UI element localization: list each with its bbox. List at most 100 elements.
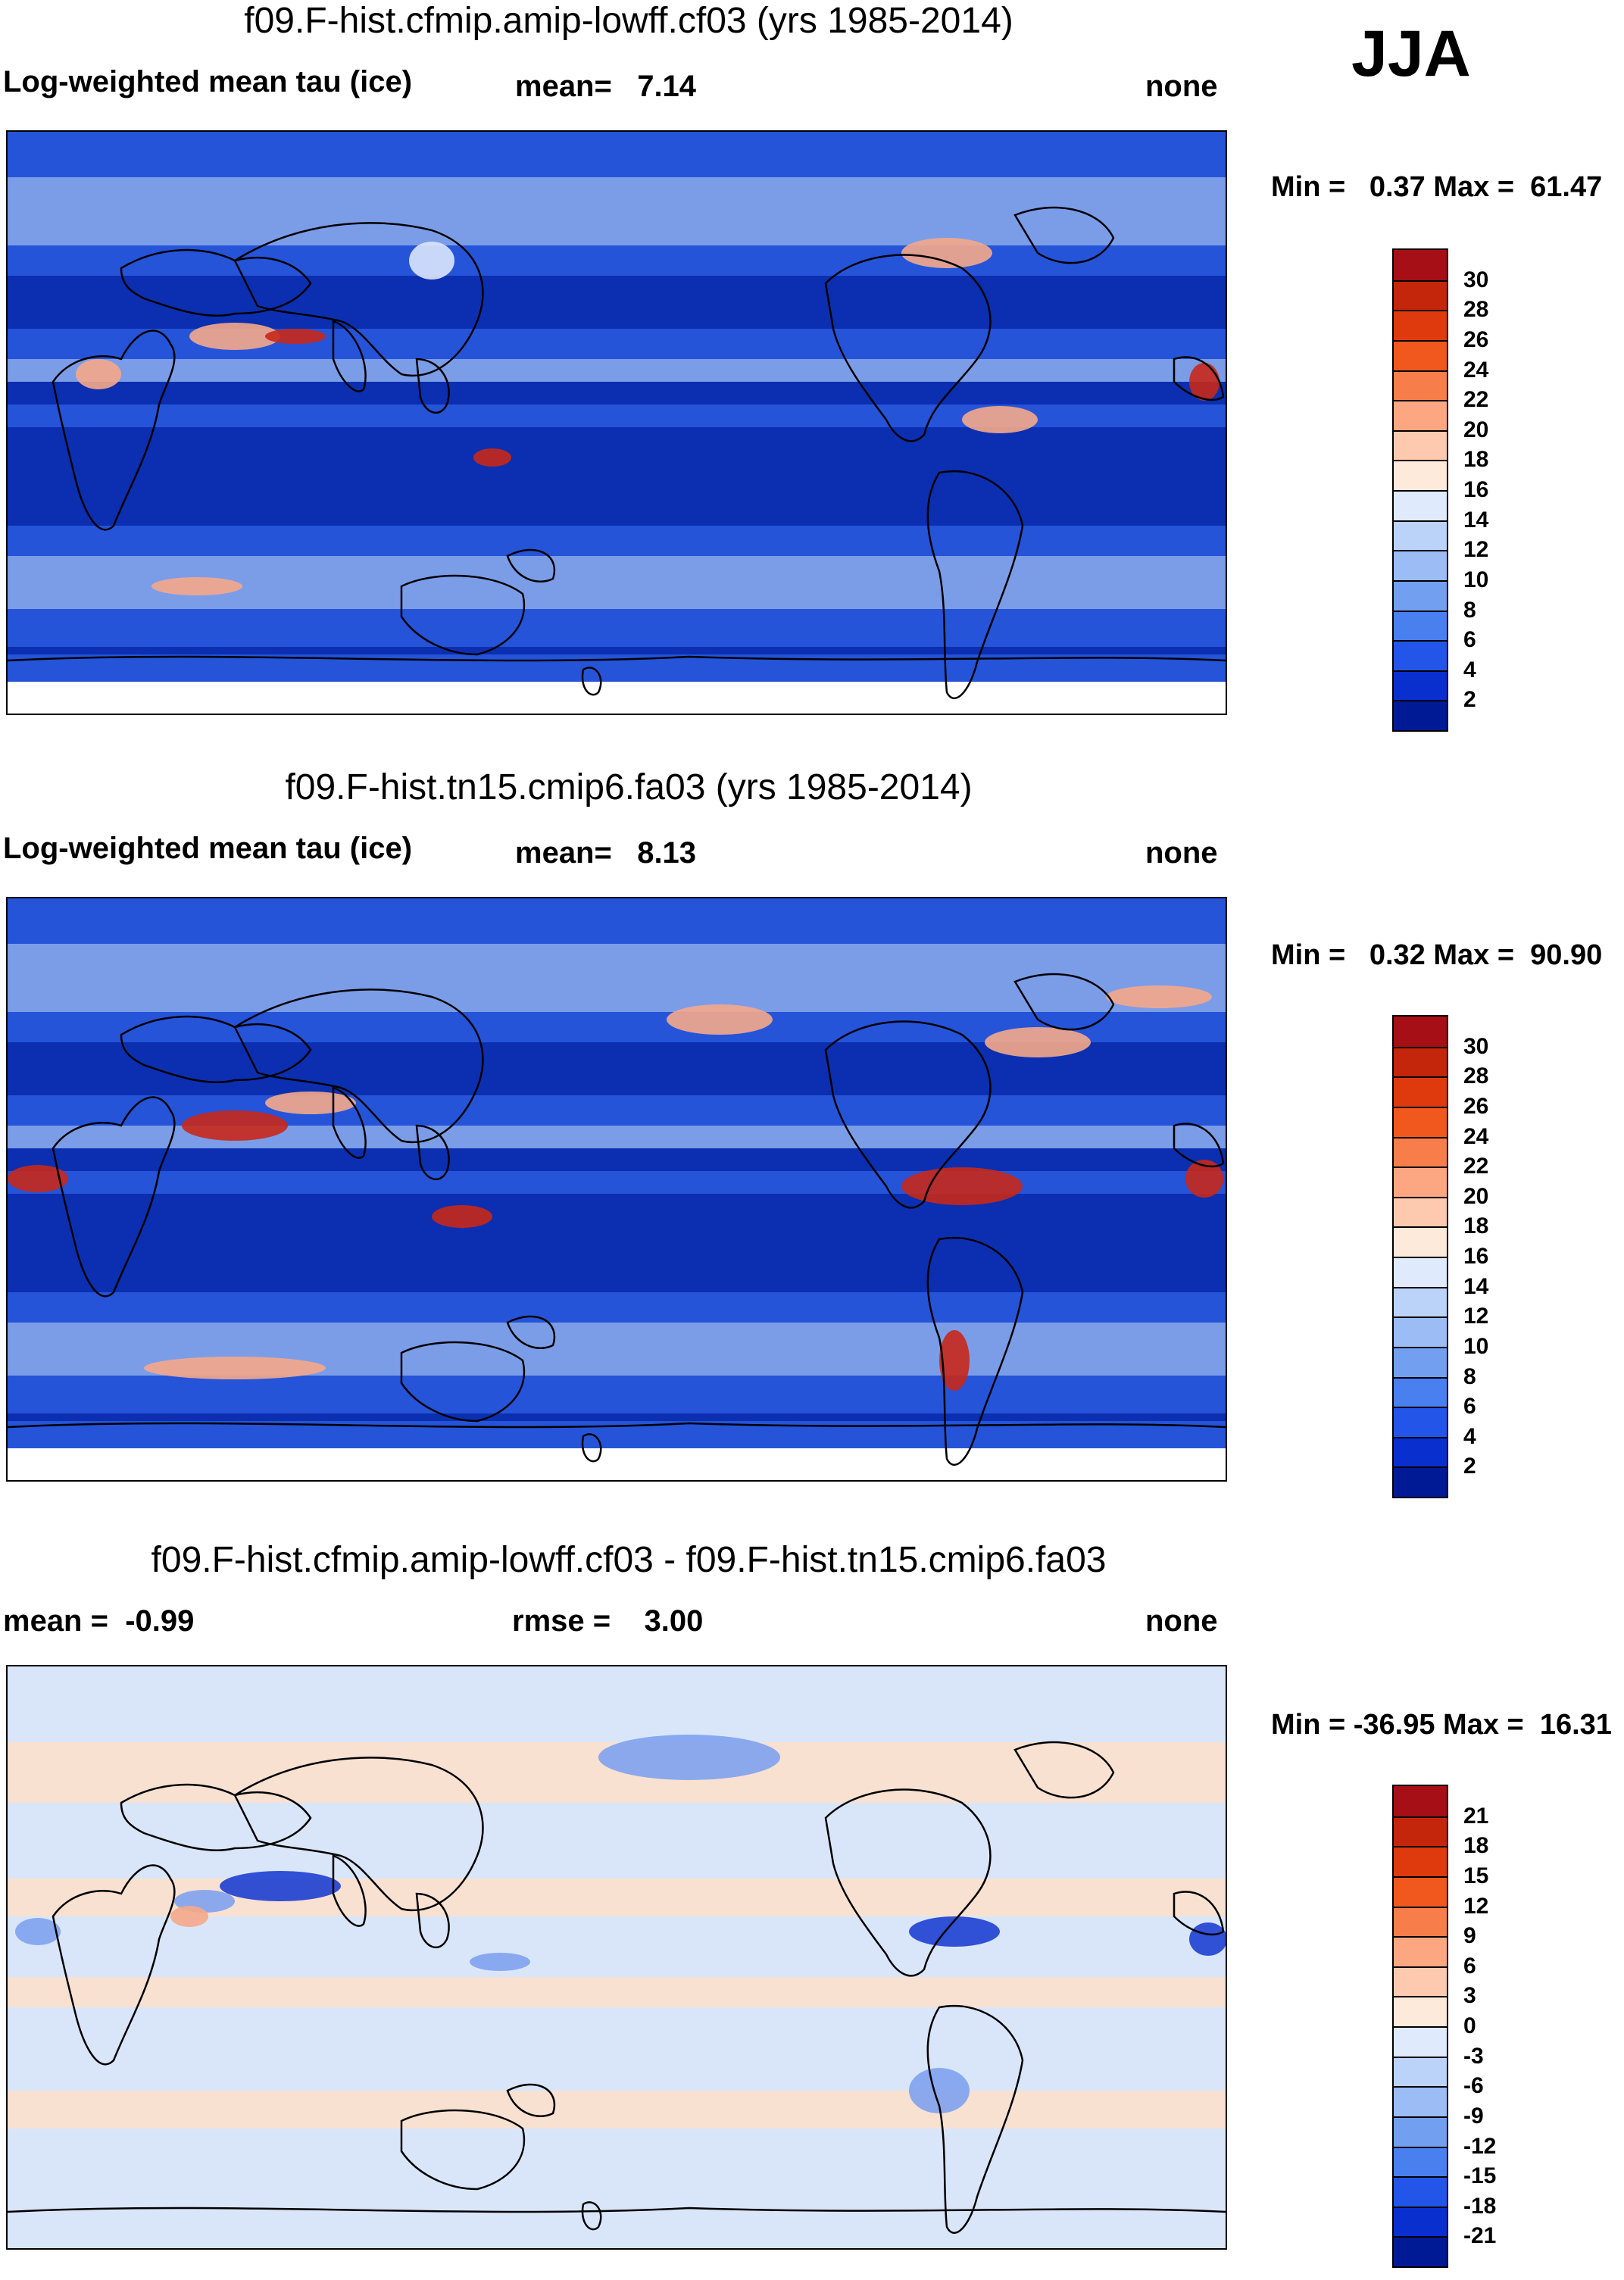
- coastline: [120, 1783, 312, 1851]
- colorbar-box: [1394, 1046, 1447, 1077]
- colorbar-tick-label: 6: [1463, 1394, 1476, 1420]
- colorbar-box: [1394, 1196, 1447, 1227]
- colorbar-tick-label: -6: [1463, 2073, 1484, 2099]
- cloud-band: [8, 177, 1226, 245]
- cloud-feature: [1106, 985, 1212, 1008]
- colorbar-tick-label: 14: [1463, 1273, 1489, 1299]
- colorbar-tick-label: 4: [1463, 657, 1476, 682]
- colorbar-tick-label: 6: [1463, 1953, 1476, 1979]
- colorbar-tick-label: 8: [1463, 597, 1476, 623]
- panel3-title: f09.F-hist.cfmip.amip-lowff.cf03 - f09.F…: [151, 1540, 1107, 1580]
- cloud-feature: [265, 329, 326, 344]
- panel3-rmse-label: rmse = 3.00: [512, 1604, 704, 1638]
- colorbar-tick-label: -21: [1463, 2223, 1497, 2249]
- colorbar-box: [1394, 2026, 1447, 2057]
- colorbar-tick-label: 28: [1463, 1063, 1489, 1089]
- coastline: [415, 1124, 450, 1180]
- panel3-minmax: Min = -36.95 Max = 16.31: [1271, 1709, 1612, 1741]
- colorbar-tick-label: 9: [1463, 1923, 1476, 1949]
- cloud-feature: [901, 1167, 1023, 1205]
- colorbar-box: [1394, 1286, 1447, 1317]
- colorbar-box: [1394, 700, 1447, 730]
- coastline: [233, 222, 484, 377]
- colorbar-box: [1394, 1226, 1447, 1257]
- panel2-mean-label: mean= 8.13: [515, 836, 697, 870]
- colorbar-box: [1394, 1966, 1447, 1997]
- colorbar-box: [1394, 550, 1447, 580]
- colorbar-box: [1394, 1846, 1447, 1876]
- colorbar-tick-label: 12: [1463, 537, 1489, 563]
- colorbar-tick-label: -12: [1463, 2133, 1497, 2159]
- cloud-band: [8, 526, 1226, 556]
- colorbar-box: [1394, 2176, 1447, 2207]
- panel2-colorbar: [1392, 1015, 1448, 1498]
- coastline: [52, 330, 176, 531]
- colorbar-box: [1394, 1106, 1447, 1137]
- coastline: [506, 1315, 556, 1349]
- colorbar-tick-label: 2: [1463, 687, 1476, 713]
- cloud-feature: [432, 1205, 492, 1228]
- diff-band: [8, 2091, 1226, 2129]
- colorbar-tick-label: -18: [1463, 2193, 1497, 2219]
- colorbar-tick-label: 21: [1463, 1803, 1489, 1829]
- cloud-feature: [144, 1357, 326, 1379]
- panel1-title: f09.F-hist.cfmip.amip-lowff.cf03 (yrs 19…: [244, 1, 1013, 41]
- colorbar-tick-label: 30: [1463, 1033, 1489, 1059]
- colorbar-box: [1394, 610, 1447, 641]
- cloud-feature: [1189, 363, 1220, 401]
- colorbar-tick-label: 26: [1463, 1093, 1489, 1119]
- coastline: [415, 358, 450, 414]
- colorbar-tick-label: 24: [1463, 1123, 1489, 1149]
- coastline: [332, 1854, 367, 1927]
- colorbar-box: [1394, 400, 1447, 430]
- cloud-feature: [962, 406, 1038, 433]
- colorbar-box: [1394, 1876, 1447, 1907]
- colorbar-box: [1394, 1257, 1447, 1287]
- season-label: JJA: [1351, 17, 1471, 90]
- cloud-band: [8, 404, 1226, 427]
- coastline: [332, 1086, 367, 1159]
- cloud-feature: [939, 1330, 970, 1391]
- cloud-feature: [189, 323, 280, 350]
- panel3-right-label: none: [1145, 1604, 1218, 1638]
- panel3-map: [6, 1665, 1227, 2250]
- colorbar-box: [1394, 429, 1447, 461]
- colorbar-box: [1394, 579, 1447, 611]
- cloud-feature: [985, 1027, 1091, 1057]
- panel1-left-label: Log-weighted mean tau (ice): [3, 65, 413, 98]
- colorbar-box: [1394, 370, 1447, 401]
- cloud-band: [8, 1376, 1226, 1413]
- cloud-band: [8, 898, 1226, 944]
- cloud-feature: [76, 359, 121, 389]
- colorbar-tick-label: 22: [1463, 387, 1489, 413]
- colorbar-tick-label: 24: [1463, 357, 1489, 383]
- colorbar-tick-label: 22: [1463, 1154, 1489, 1179]
- missing-data-strip: [8, 682, 1226, 714]
- coastline: [1013, 973, 1115, 1031]
- cloud-band: [8, 245, 1226, 276]
- colorbar-box: [1394, 1996, 1447, 2026]
- coastline: [1173, 1891, 1225, 1936]
- colorbar-tick-label: -9: [1463, 2103, 1484, 2129]
- cloud-feature: [8, 1165, 68, 1192]
- coastline: [400, 2109, 526, 2191]
- colorbar-box: [1394, 1936, 1447, 1966]
- panel1-map: [6, 130, 1227, 715]
- coastline: [120, 248, 312, 317]
- colorbar-box: [1394, 2146, 1447, 2177]
- colorbar-box: [1394, 640, 1447, 670]
- colorbar-box: [1394, 250, 1447, 280]
- antarctica-coastline: [8, 655, 1226, 662]
- coastline: [52, 1864, 176, 2066]
- colorbar-box: [1394, 1466, 1447, 1497]
- colorbar-tick-label: 15: [1463, 1863, 1489, 1888]
- colorbar-tick-label: 30: [1463, 267, 1489, 292]
- coastline: [506, 548, 556, 582]
- missing-data-strip: [8, 1448, 1226, 1480]
- colorbar-box: [1394, 339, 1447, 370]
- colorbar-tick-label: 14: [1463, 507, 1489, 533]
- panel1-colorbar: [1392, 248, 1448, 732]
- colorbar-box: [1394, 1346, 1447, 1377]
- diff-feature: [15, 1918, 61, 1945]
- cloud-band: [8, 609, 1226, 647]
